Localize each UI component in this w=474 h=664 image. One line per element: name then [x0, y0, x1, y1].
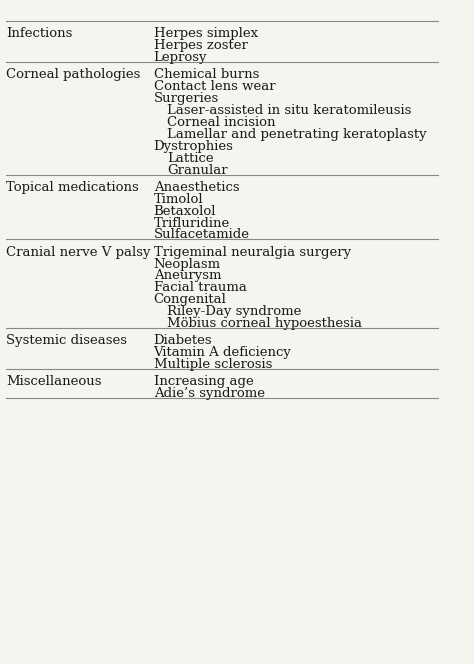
Text: Vitamin A deficiency: Vitamin A deficiency: [154, 346, 292, 359]
Text: Corneal pathologies: Corneal pathologies: [6, 68, 140, 82]
Text: Congenital: Congenital: [154, 293, 227, 306]
Text: Chemical burns: Chemical burns: [154, 68, 259, 82]
Text: Infections: Infections: [6, 27, 72, 41]
Text: Anaesthetics: Anaesthetics: [154, 181, 239, 194]
Text: Neoplasm: Neoplasm: [154, 258, 221, 270]
Text: Leprosy: Leprosy: [154, 51, 207, 64]
Text: Dystrophies: Dystrophies: [154, 140, 234, 153]
Text: Lamellar and penetrating keratoplasty: Lamellar and penetrating keratoplasty: [167, 128, 427, 141]
Text: Betaxolol: Betaxolol: [154, 205, 216, 218]
Text: Sulfacetamide: Sulfacetamide: [154, 228, 250, 242]
Text: Laser-assisted in situ keratomileusis: Laser-assisted in situ keratomileusis: [167, 104, 411, 117]
Text: Surgeries: Surgeries: [154, 92, 219, 105]
Text: Trigeminal neuralgia surgery: Trigeminal neuralgia surgery: [154, 246, 351, 259]
Text: Granular: Granular: [167, 163, 228, 177]
Text: Contact lens wear: Contact lens wear: [154, 80, 275, 94]
Text: Lattice: Lattice: [167, 152, 213, 165]
Text: Möbius corneal hypoesthesia: Möbius corneal hypoesthesia: [167, 317, 362, 330]
Text: Aneurysm: Aneurysm: [154, 270, 221, 282]
Text: Corneal incision: Corneal incision: [167, 116, 275, 129]
Text: Riley-Day syndrome: Riley-Day syndrome: [167, 305, 301, 318]
Text: Adie’s syndrome: Adie’s syndrome: [154, 387, 264, 400]
Text: Diabetes: Diabetes: [154, 334, 212, 347]
Text: Increasing age: Increasing age: [154, 375, 253, 388]
Text: Herpes zoster: Herpes zoster: [154, 39, 247, 52]
Text: Miscellaneous: Miscellaneous: [6, 375, 101, 388]
Text: Herpes simplex: Herpes simplex: [154, 27, 258, 41]
Text: Timolol: Timolol: [154, 193, 203, 206]
Text: Trifluridine: Trifluridine: [154, 216, 230, 230]
Text: Topical medications: Topical medications: [6, 181, 138, 194]
Text: Multiple sclerosis: Multiple sclerosis: [154, 358, 272, 371]
Text: Cranial nerve V palsy: Cranial nerve V palsy: [6, 246, 150, 259]
Text: Facial trauma: Facial trauma: [154, 282, 246, 294]
Text: Systemic diseases: Systemic diseases: [6, 334, 127, 347]
